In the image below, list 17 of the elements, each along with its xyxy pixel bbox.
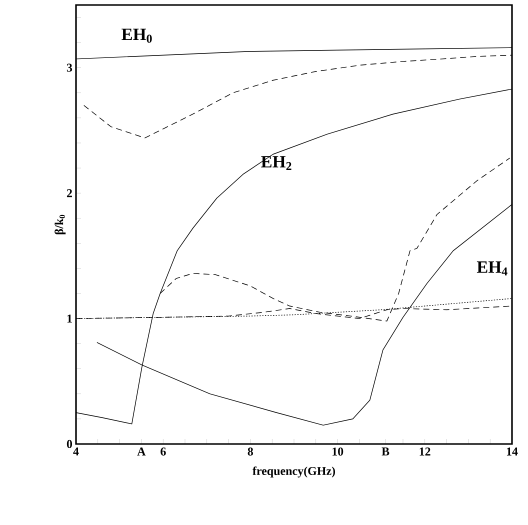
x-tick-label: 8 [248,448,253,456]
annotation: EH$_{2}$ [261,156,292,170]
x-tick-label: 12 [420,448,430,456]
x-tick-label: 6 [160,448,166,456]
y-tick-label: 0 [66,440,72,448]
y-tick-label: 1 [67,314,72,323]
x-axis-title: frequency(GHz) [252,466,336,478]
x-tick-label: 14 [506,448,518,456]
y-tick-label: 3 [66,64,72,72]
x-tick-label: 4 [73,448,79,456]
annotation: EH$_{4}$ [476,261,508,276]
y-axis-title: β/k$_{0}$ [54,214,66,234]
x-tick-label: A [137,448,146,456]
x-tick-label: B [382,448,390,456]
annotation: EH$_{0}$ [122,28,152,43]
y-tick-label: 2 [66,189,72,198]
x-tick-label: 10 [332,448,344,456]
